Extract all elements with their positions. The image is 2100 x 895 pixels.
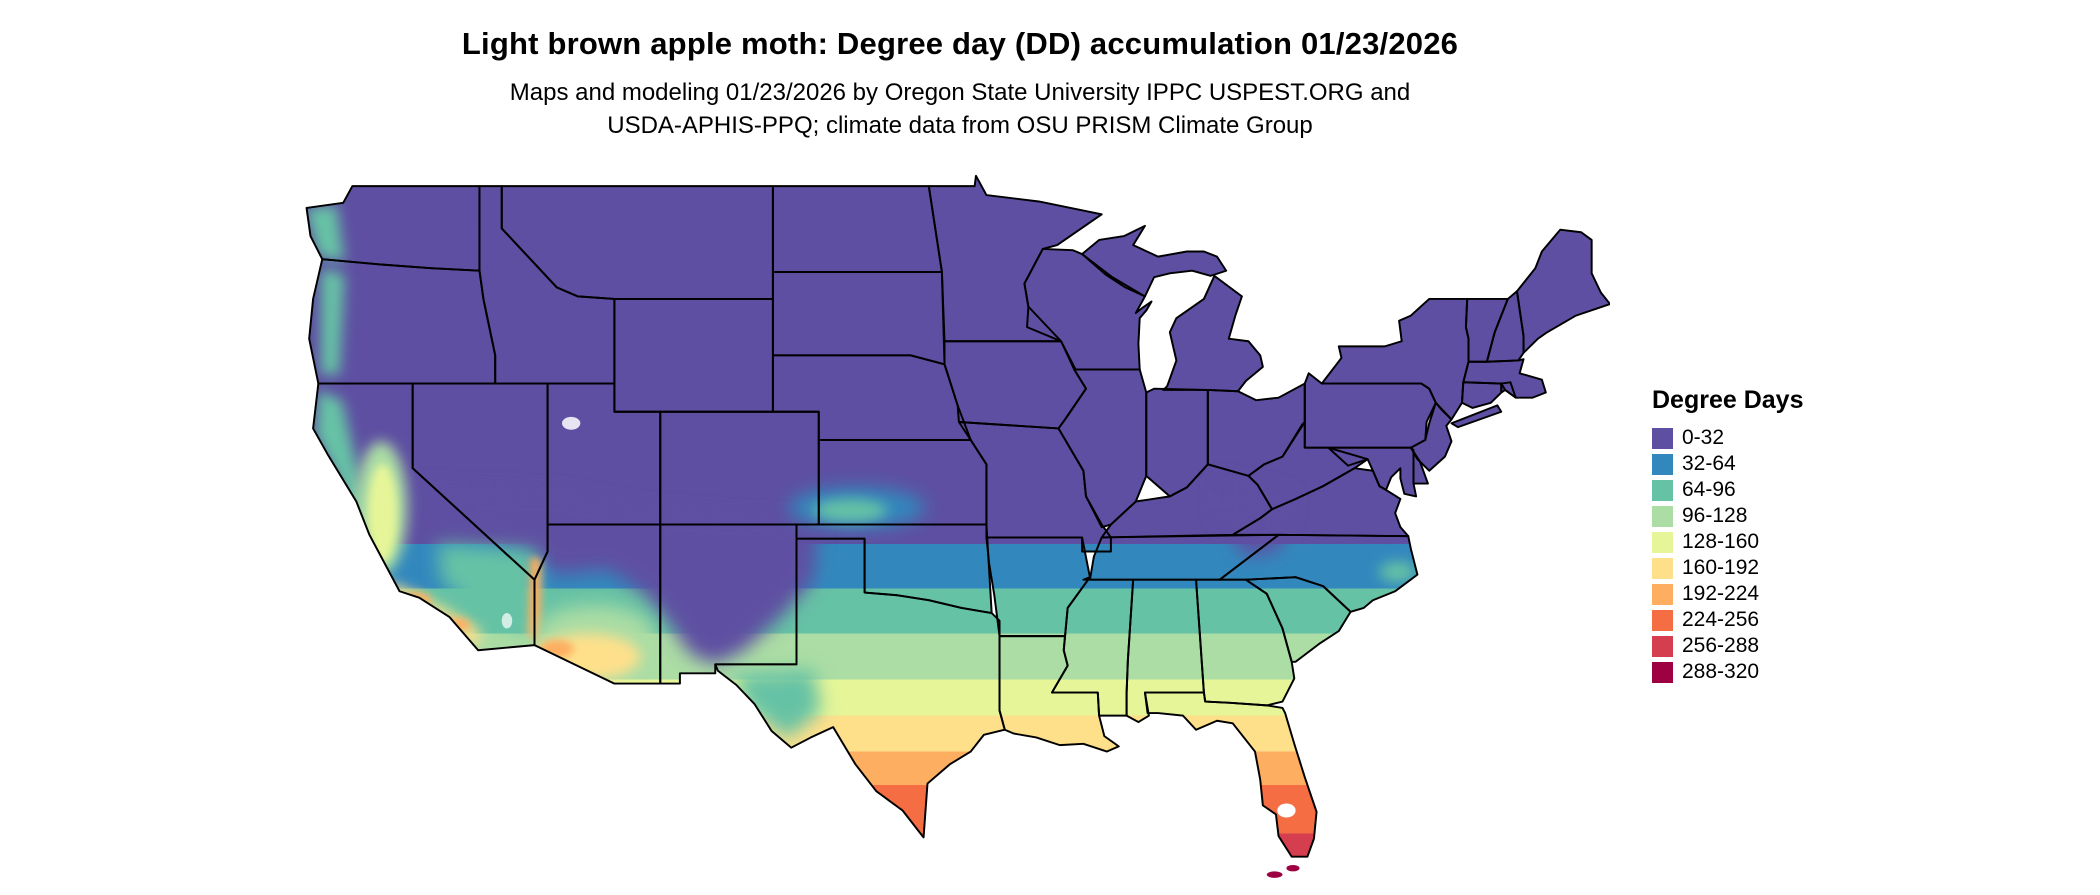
great-salt-lake — [562, 416, 581, 430]
subtitle-line-2: USDA-APHIS-PPQ; climate data from OSU PR… — [607, 112, 1313, 139]
legend-swatch — [1652, 531, 1673, 553]
florida-keys-east — [1286, 864, 1300, 872]
legend-item: 96-128 — [1652, 503, 1803, 529]
figure-title: Light brown apple moth: Degree day (DD) … — [461, 26, 1459, 61]
legend-item-label: 224-256 — [1682, 608, 1760, 631]
figure-header: Light brown apple moth: Degree day (DD) … — [0, 0, 1920, 142]
legend-item-label: 256-288 — [1682, 634, 1760, 657]
legend-item: 0-32 — [1652, 425, 1803, 451]
legend-item-label: 160-192 — [1682, 556, 1760, 579]
overlay-arkansas-valley-teal — [813, 498, 887, 523]
legend-title: Degree Days — [1652, 386, 1804, 414]
legend: Degree Days 0-32 32-64 64-96 96-128 128-160 1… — [1652, 386, 1803, 685]
legend-swatch — [1652, 427, 1673, 449]
legend-item-label: 128-160 — [1682, 530, 1760, 553]
legend-swatch — [1652, 557, 1673, 579]
overlay-carolina-coast — [1379, 561, 1417, 583]
overlay-socal-orange-1 — [399, 592, 431, 608]
subtitle-line-1: Maps and modeling 01/23/2026 by Oregon S… — [509, 79, 1411, 106]
overlay-washington-coast — [306, 205, 345, 262]
legend-item-label: 96-128 — [1682, 504, 1748, 527]
legend-item-label: 192-224 — [1682, 582, 1760, 605]
legend-item: 128-160 — [1652, 529, 1803, 555]
state-me — [1516, 228, 1611, 354]
legend-items: 0-32 32-64 64-96 96-128 128-160 160-192 192-22… — [1652, 425, 1803, 685]
us-map — [305, 174, 1611, 878]
overlay-central-valley-yellow — [368, 464, 397, 562]
legend-item: 288-320 — [1652, 659, 1803, 685]
legend-swatch — [1652, 583, 1673, 605]
legend-swatch — [1652, 661, 1673, 683]
legend-swatch — [1652, 609, 1673, 631]
state-wi — [1023, 247, 1153, 371]
legend-item: 192-224 — [1652, 581, 1803, 607]
state-nj — [1409, 401, 1453, 472]
state-md — [1327, 446, 1418, 498]
state-borders — [305, 174, 1611, 858]
legend-swatch — [1652, 453, 1673, 475]
florida-keys — [1266, 864, 1300, 878]
legend-item-label: 288-320 — [1682, 660, 1760, 683]
legend-swatch — [1652, 635, 1673, 657]
figure-subtitle: Maps and modeling 01/23/2026 by Oregon S… — [0, 76, 1920, 142]
state-fl — [1143, 691, 1318, 858]
legend-item: 64-96 — [1652, 477, 1803, 503]
overlay-west-texas-mountains — [732, 669, 822, 739]
legend-item-label: 32-64 — [1682, 452, 1736, 475]
overlay-rockies-cold — [412, 486, 819, 665]
overlay-appalachia-cold — [1217, 477, 1293, 557]
degree-day-raster — [306, 175, 1610, 857]
legend-item: 160-192 — [1652, 555, 1803, 581]
state-mi-lower — [1162, 274, 1264, 393]
legend-item: 224-256 — [1652, 607, 1803, 633]
legend-item-label: 0-32 — [1682, 426, 1725, 449]
salton-sea — [501, 613, 513, 629]
long-island — [1450, 404, 1503, 429]
legend-swatch — [1652, 479, 1673, 501]
overlay-mojave — [437, 543, 539, 634]
lake-okeechobee — [1277, 803, 1296, 818]
map-area — [300, 172, 1611, 890]
legend-item: 32-64 — [1652, 451, 1803, 477]
state-ct — [1460, 381, 1503, 409]
state-tx — [714, 537, 1006, 839]
legend-item: 256-288 — [1652, 633, 1803, 659]
florida-keys-west — [1266, 871, 1283, 878]
overlay-oregon-valley — [320, 268, 345, 375]
legend-swatch — [1652, 505, 1673, 527]
legend-item-label: 64-96 — [1682, 478, 1736, 501]
